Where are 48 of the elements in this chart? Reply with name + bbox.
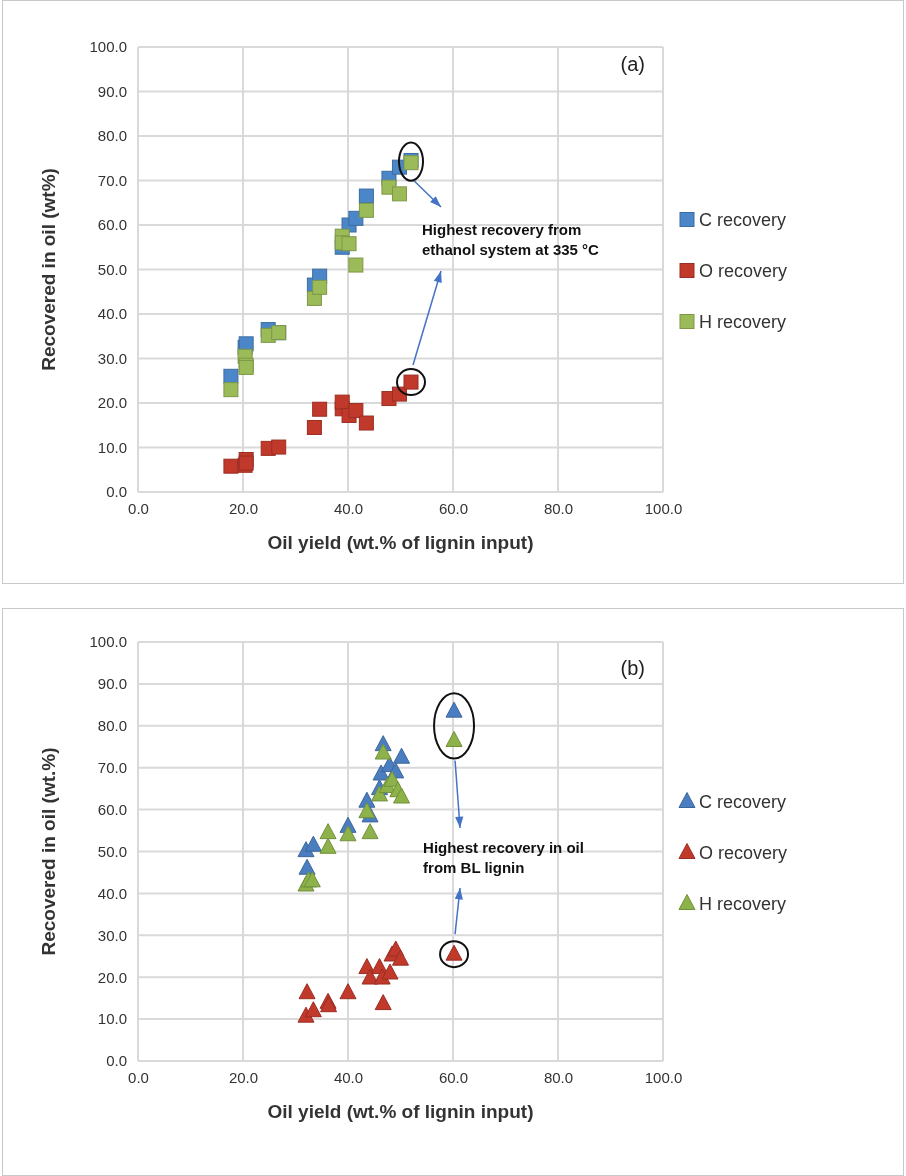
y-tick-label: 30.0 — [97, 926, 127, 944]
y-tick-label: 90.0 — [97, 675, 127, 693]
x-tick-label: 60.0 — [438, 499, 469, 517]
y-tick-label: 10.0 — [97, 438, 127, 456]
y-tick-label: 100.0 — [89, 633, 127, 651]
x-axis-title: Oil yield (wt.% of lignin input) — [267, 532, 534, 553]
annotation: Highest recovery from ethanol system at 335 °C — [422, 221, 600, 258]
x-tick-label: 60.0 — [438, 1068, 469, 1086]
y-tick-label: 20.0 — [97, 968, 127, 986]
legend-label: H recovery — [699, 893, 787, 914]
x-tick-label: 20.0 — [228, 499, 259, 517]
y-tick-label: 10.0 — [97, 1010, 127, 1028]
y-axis-title: Recovered in oil (wt.%) — [38, 747, 59, 956]
y-tick-label: 30.0 — [97, 349, 127, 367]
legend-label: O recovery — [699, 260, 788, 281]
x-tick-label: 0.0 — [128, 1068, 149, 1086]
x-tick-label: 80.0 — [543, 1068, 574, 1086]
legend-label: C recovery — [699, 791, 787, 812]
y-tick-label: 40.0 — [97, 884, 127, 902]
y-tick-label: 0.0 — [106, 483, 127, 501]
y-tick-label: 70.0 — [97, 171, 127, 189]
y-tick-label: 80.0 — [97, 127, 127, 145]
y-tick-label: 100.0 — [89, 38, 127, 56]
x-tick-label: 20.0 — [228, 1068, 259, 1086]
y-tick-label: 50.0 — [97, 260, 127, 278]
annotation: (b) — [620, 657, 645, 679]
annotation: (a) — [620, 53, 645, 75]
y-tick-label: 60.0 — [97, 800, 127, 818]
y-axis-title: Recovered in oil (wt%) — [38, 168, 59, 371]
y-tick-label: 0.0 — [106, 1052, 127, 1070]
x-tick-label: 40.0 — [333, 1068, 364, 1086]
x-axis-title: Oil yield (wt.% of lignin input) — [267, 1101, 534, 1122]
x-tick-label: 40.0 — [333, 499, 364, 517]
x-tick-label: 100.0 — [644, 1068, 683, 1086]
y-tick-label: 40.0 — [97, 305, 127, 323]
y-tick-label: 70.0 — [97, 759, 127, 776]
y-tick-label: 50.0 — [97, 842, 127, 860]
legend-label: O recovery — [699, 842, 788, 863]
y-tick-label: 80.0 — [97, 717, 127, 735]
x-tick-label: 0.0 — [128, 499, 149, 517]
y-tick-label: 90.0 — [97, 82, 127, 100]
y-tick-label: 20.0 — [97, 394, 127, 412]
x-tick-label: 100.0 — [644, 499, 683, 517]
annotation: Highest recovery in oil from BL lignin — [423, 839, 584, 876]
y-tick-label: 60.0 — [97, 216, 127, 234]
legend-label: C recovery — [699, 209, 787, 230]
legend-label: H recovery — [699, 311, 787, 332]
x-tick-label: 80.0 — [543, 499, 574, 517]
